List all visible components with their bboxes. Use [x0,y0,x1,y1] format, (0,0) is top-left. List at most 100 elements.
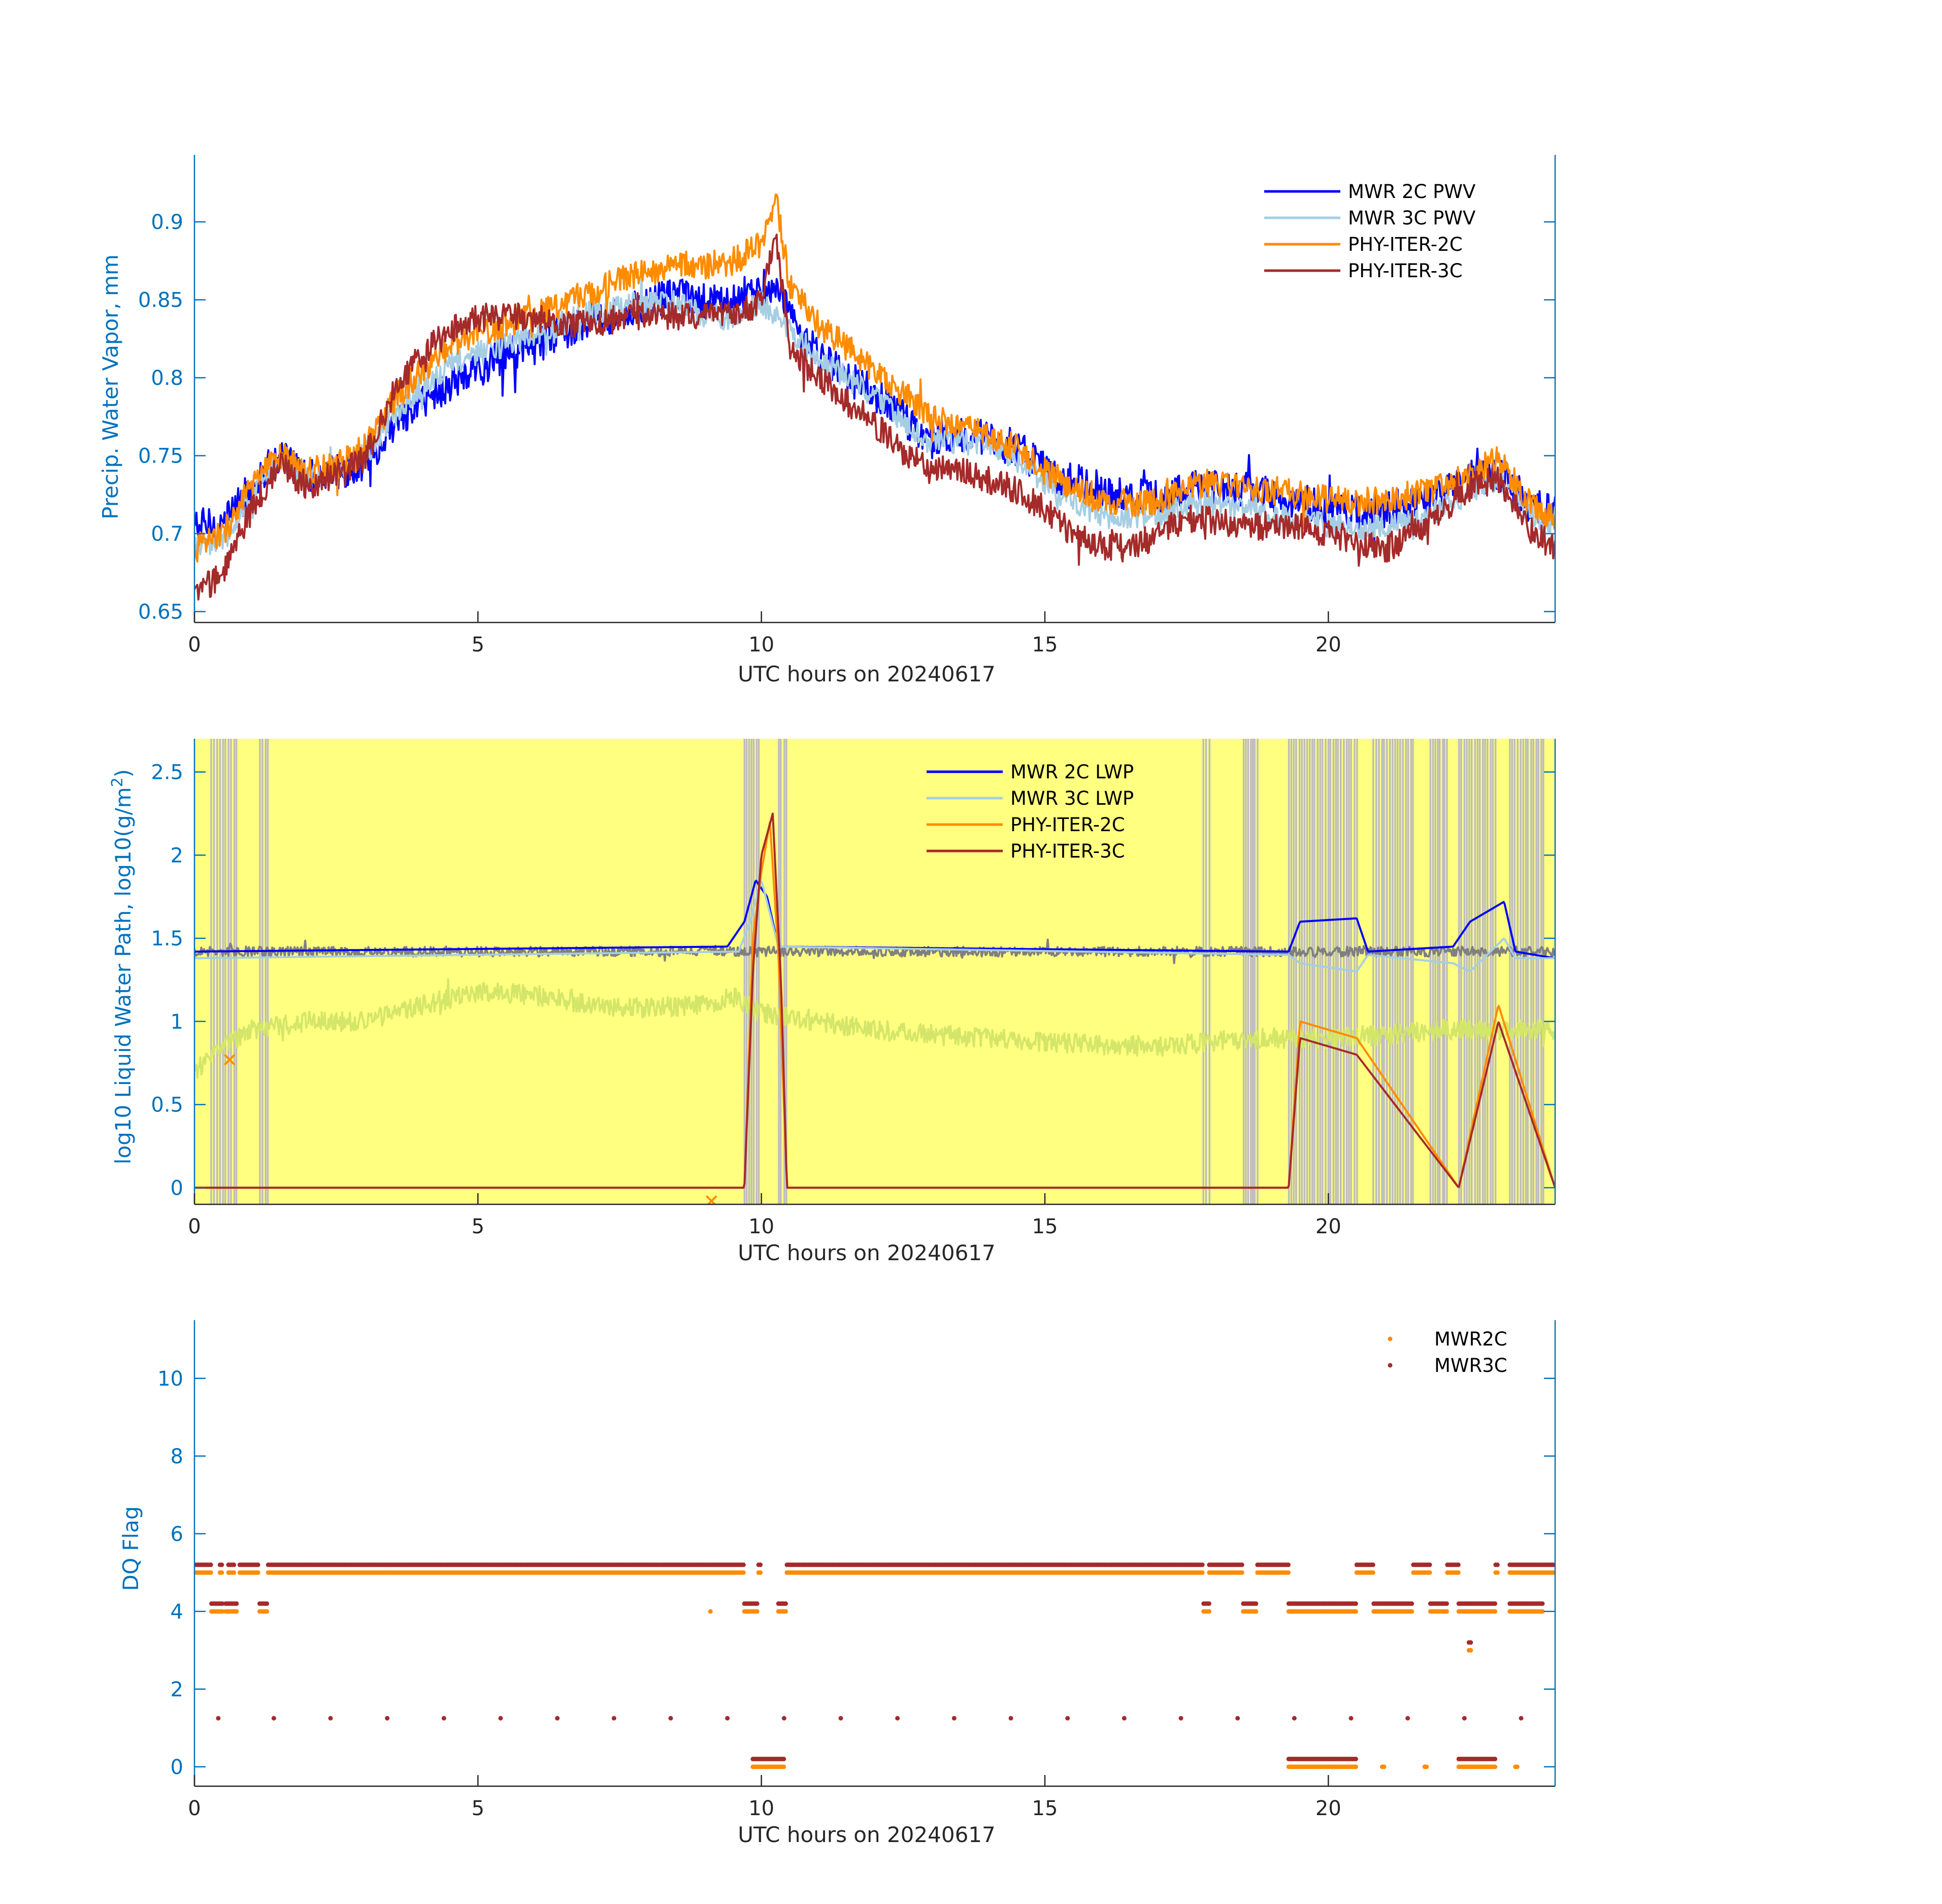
dq-y-axis-label: DQ Flag [118,1506,143,1591]
pwv-x-tick-label: 20 [1315,633,1341,656]
lwp-series-trace-5 [194,978,1555,1079]
dq-point-mwr3c [1065,1716,1070,1721]
dq-point-mwr2c [1427,1570,1432,1575]
dq-point-mwr2c [1381,1764,1387,1769]
pwv-legend-label-mwr3c: MWR 3C PWV [1348,207,1475,229]
dq-point-mwr2c [1540,1609,1545,1614]
dq-point-mwr3c [219,1562,224,1567]
lwp-y-tick-label: 0 [171,1176,183,1200]
dq-point-mwr2c [781,1764,786,1769]
dq-point-mwr3c [758,1562,763,1567]
dq-point-mwr3c [741,1562,746,1567]
lwp-y-axis-label-end: ) [111,769,136,777]
dq-plot-area [194,1562,1555,1769]
dq-point-mwr3c [255,1562,260,1567]
dq-point-mwr3c [668,1716,673,1721]
lwp-x-tick-label: 15 [1032,1215,1058,1238]
dq-point-mwr2c [1456,1570,1461,1575]
lwp-series-phy-iter-3c [194,812,1555,1189]
dq-y-tick-label: 4 [171,1600,183,1624]
dq-point-mwr3c [234,1601,239,1606]
dq-point-mwr3c [1462,1716,1467,1721]
dq-point-mwr3c [781,1756,786,1761]
lwp-x-axis-label: UTC hours on 20240617 [738,1240,996,1265]
dq-point-mwr3c [754,1601,760,1606]
pwv-y-tick-label: 0.65 [138,601,183,624]
dq-point-mwr3c [725,1716,730,1721]
dq-point-mwr3c [1493,1756,1498,1761]
pwv-series-phy-iter-3c [194,234,1555,601]
dq-point-mwr3c [1444,1601,1449,1606]
dq-ticks: 0 5 10 15 20 0 2 4 6 8 10 [157,1367,1555,1820]
dq-point-mwr2c [1409,1609,1414,1614]
dq-point-mwr2c [708,1609,713,1614]
dq-point-mwr3c [895,1716,900,1721]
dq-y-tick-label: 8 [171,1445,183,1468]
lwp-y-tick-label: 2 [171,844,183,867]
dq-point-mwr3c [1353,1601,1358,1606]
dq-x-tick-label: 5 [472,1797,484,1820]
pwv-chart: 0 5 10 15 20 0.65 0.7 0.75 0.8 0.85 0.9 UTC hours … [98,155,1556,686]
dq-y-tick-label: 10 [157,1367,183,1391]
dq-x-tick-label: 0 [188,1797,201,1820]
dq-point-mwr3c [611,1716,616,1721]
dq-point-mwr3c [1495,1562,1500,1567]
dq-point-mwr3c [783,1601,788,1606]
dq-point-mwr3c [1493,1601,1498,1606]
dq-point-mwr3c [1178,1716,1183,1721]
lwp-x-tick-label: 0 [188,1215,201,1238]
dq-legend-label-mwr3c: MWR3C [1434,1355,1507,1376]
lwp-y-tick-label: 0.5 [151,1094,183,1117]
dq-point-mwr2c [741,1570,746,1575]
dq-point-mwr3c [1519,1716,1524,1721]
dq-point-mwr3c [1008,1716,1013,1721]
dq-point-mwr3c [1206,1601,1211,1606]
lwp-plot-area [194,739,1555,1204]
dq-point-mwr3c [385,1716,390,1721]
dq-y-tick-label: 6 [171,1523,183,1546]
dq-legend: MWR2C MWR3C [1388,1328,1507,1376]
dq-marks-group [194,1562,1555,1769]
dq-point-mwr3c [271,1716,276,1721]
dq-point-mwr3c [220,1601,225,1606]
dq-point-mwr3c [1427,1562,1432,1567]
dq-point-mwr3c [1254,1601,1259,1606]
dq-point-mwr3c [208,1562,213,1567]
pwv-ticks: 0 5 10 15 20 0.65 0.7 0.75 0.8 0.85 0.9 [138,211,1555,656]
dq-point-mwr3c [441,1716,446,1721]
pwv-y-axis-label: Precip. Water Vapor, mm [98,254,123,519]
pwv-series-mwr-3c-pwv [194,278,1555,557]
dq-point-mwr3c [1468,1640,1473,1645]
dq-point-mwr2c [1353,1609,1358,1614]
pwv-y-tick-label: 0.8 [151,367,183,390]
pwv-y-tick-label: 0.7 [151,522,183,546]
pwv-y-tick-label: 0.9 [151,211,183,234]
dq-point-mwr2c [265,1609,270,1614]
dq-point-mwr3c [1370,1562,1375,1567]
lwp-y-tick-label: 2.5 [151,761,183,784]
dq-point-mwr2c [234,1609,239,1614]
dq-point-mwr2c [1200,1570,1205,1575]
dq-point-mwr3c [1405,1716,1410,1721]
dq-point-mwr3c [1200,1562,1205,1567]
dq-point-mwr2c [1353,1764,1358,1769]
lwp-y-tick-label: 1.5 [151,927,183,950]
pwv-x-axis-label: UTC hours on 20240617 [738,662,996,686]
dq-point-mwr2c [1495,1570,1500,1575]
pwv-x-tick-label: 5 [472,633,484,656]
dq-point-mwr3c [498,1716,503,1721]
dq-point-mwr2c [758,1570,763,1575]
pwv-x-tick-label: 15 [1032,633,1058,656]
dq-chart: 0 5 10 15 20 0 2 4 6 8 10 UTC hours on 20240617 DQ… [118,1320,1556,1847]
pwv-legend-label-phy2c: PHY-ITER-2C [1348,234,1463,255]
dq-legend-swatch-mwr3c [1388,1363,1393,1368]
lwp-chart: 0 5 10 15 20 0 0.5 1 1.5 2 2.5 UTC hours on 202406… [109,739,1556,1265]
lwp-x-tick-label: 20 [1315,1215,1341,1238]
dq-point-mwr2c [219,1570,224,1575]
dq-point-mwr3c [555,1716,560,1721]
dq-point-mwr2c [220,1609,225,1614]
pwv-marks-group [194,193,1555,601]
dq-point-mwr3c [1456,1562,1461,1567]
pwv-series-phy-iter-2c [194,193,1555,563]
